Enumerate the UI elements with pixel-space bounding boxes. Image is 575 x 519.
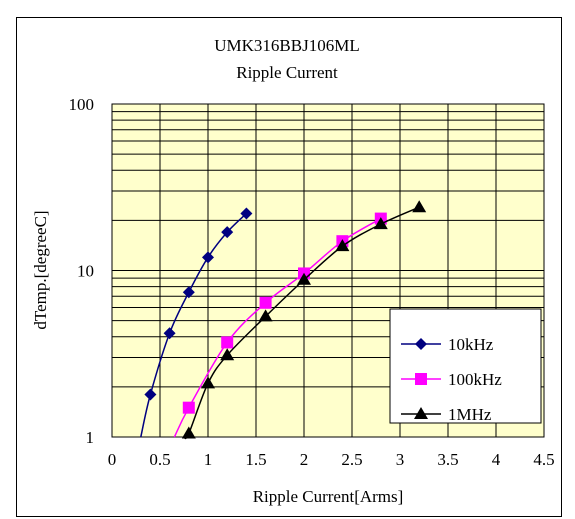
chart-title: UMK316BBJ106ML: [214, 36, 359, 55]
data-point-square: [182, 401, 195, 414]
legend-box: [389, 308, 542, 424]
plot-border: [111, 103, 545, 438]
data-point-triangle: [414, 407, 428, 419]
data-point-triangle: [412, 200, 427, 213]
data-point-diamond: [221, 226, 234, 239]
series-10kHz: [140, 207, 253, 438]
x-tick-label: 4.5: [533, 450, 554, 469]
legend-label: 100kHz: [448, 370, 502, 389]
y-tick-label: 10: [77, 262, 94, 281]
x-tick-labels: 0 0.5 1 1.5 2 2.5 3 3.5 4 4.5: [108, 450, 555, 469]
x-tick-label: 1: [204, 450, 213, 469]
x-tick-label: 3.5: [437, 450, 458, 469]
data-point-triangle: [373, 217, 388, 230]
x-tick-label: 0: [108, 450, 117, 469]
x-tick-label: 2.5: [341, 450, 362, 469]
data-point-diamond: [144, 388, 157, 401]
x-tick-label: 2: [300, 450, 309, 469]
ripple-current-chart: UMK316BBJ106ML Ripple Current 0 0.5 1 1.5 2 2…: [31, 36, 555, 506]
chart-subtitle: Ripple Current: [236, 63, 338, 82]
data-point-diamond: [240, 207, 253, 220]
y-tick-label: 1: [86, 428, 95, 447]
data-point-triangle: [181, 426, 196, 439]
legend-label: 10kHz: [448, 335, 494, 354]
data-point-triangle: [258, 309, 273, 322]
data-point-square: [259, 296, 272, 309]
x-tick-label: 0.5: [149, 450, 170, 469]
x-tick-label: 4: [492, 450, 501, 469]
data-point-diamond: [202, 251, 214, 264]
x-tick-label: 1.5: [245, 450, 266, 469]
series-1MHz: [181, 200, 427, 440]
x-tick-label: 3: [396, 450, 405, 469]
data-point-square: [415, 373, 427, 385]
data-point-square: [221, 336, 234, 349]
legend-item: 100kHz: [401, 370, 502, 389]
x-axis-label: Ripple Current[Arms]: [253, 487, 404, 506]
data-point-diamond: [182, 286, 195, 299]
data-point-triangle: [335, 239, 350, 252]
legend-item: 1MHz: [401, 405, 492, 424]
data-point-triangle: [201, 376, 215, 389]
chart-frame: UMK316BBJ106ML Ripple Current 0 0.5 1 1.5 2 2…: [16, 17, 562, 517]
y-axis-label: dTemp.[degreeC]: [31, 210, 50, 329]
data-point-diamond: [415, 338, 427, 350]
y-tick-labels: 1 10 100: [69, 95, 95, 447]
data-point-triangle: [220, 348, 235, 361]
legend-label: 1MHz: [448, 405, 492, 424]
legend: 10kHz 100kHz 1MHz: [389, 308, 542, 424]
grid-lines: [112, 104, 544, 437]
data-point-triangle: [297, 272, 311, 285]
y-tick-label: 100: [69, 95, 95, 114]
series-layer: [140, 200, 427, 440]
data-point-diamond: [163, 327, 176, 340]
legend-item: 10kHz: [401, 335, 494, 354]
